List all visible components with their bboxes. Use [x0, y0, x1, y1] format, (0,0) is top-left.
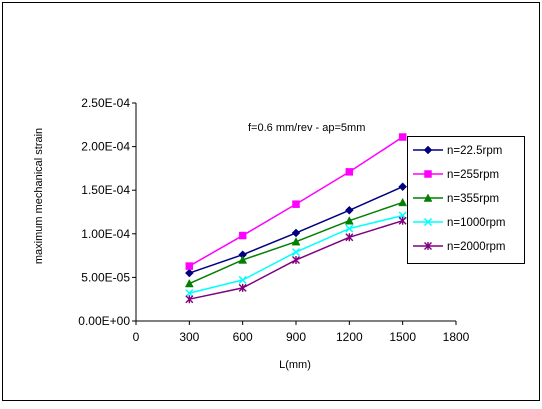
y-tick-label: 2.00E-04: [81, 140, 130, 154]
legend-marker: [424, 242, 432, 250]
data-point: [185, 262, 194, 270]
chart-annotation: f=0.6 mm/rev - ap=5mm: [248, 122, 365, 134]
legend-item: n=255rpm: [413, 169, 499, 181]
legend-marker: [423, 145, 433, 155]
y-tick-label: 2.50E-04: [81, 96, 130, 110]
y-tick-label: 1.00E-04: [81, 227, 130, 241]
data-point: [398, 197, 408, 207]
series-5: [185, 216, 407, 304]
data-point: [344, 216, 354, 225]
x-tick-label: 600: [233, 330, 253, 344]
data-point: [185, 295, 194, 304]
data-point: [184, 278, 194, 288]
legend: n=22.5rpm n=255rpm n=355rpm n=1000rpm n=2000…: [407, 136, 525, 264]
legend-label: n=1000rpm: [447, 217, 506, 229]
series-3: [184, 197, 408, 288]
data-point: [344, 205, 354, 215]
data-point: [238, 275, 247, 285]
plot-series: [184, 133, 408, 304]
data-point: [398, 133, 407, 141]
x-axis-label: L(mm): [279, 359, 311, 371]
legend-marker: [423, 193, 433, 202]
data-point: [345, 233, 354, 242]
y-axis-label: maximum mechanical strain: [33, 128, 45, 264]
data-point: [185, 289, 194, 298]
x-tick-label: 0: [133, 330, 140, 344]
x-tick-label: 1500: [389, 330, 416, 344]
legend-item: n=355rpm: [413, 193, 499, 205]
data-point: [291, 248, 301, 257]
y-tick-label: 1.50E-04: [81, 183, 130, 197]
data-point: [292, 255, 300, 264]
x-tick-label: 900: [286, 330, 306, 344]
series-1: [184, 182, 408, 278]
legend-label: n=2000rpm: [447, 241, 506, 253]
data-point: [238, 231, 247, 240]
data-point: [238, 255, 248, 264]
y-tick-label: 5.00E-05: [81, 270, 130, 284]
legend-label: n=355rpm: [447, 193, 499, 205]
data-point: [291, 228, 301, 238]
series-2: [185, 133, 407, 270]
data-point: [345, 224, 354, 233]
axes: 0.00E+00 5.00E-05 1.00E-04 1.50E-04 2.00E-04…: [78, 96, 469, 344]
data-point: [184, 268, 194, 278]
data-point: [398, 216, 407, 225]
legend-label: n=22.5rpm: [447, 145, 502, 157]
legend-label: n=255rpm: [447, 169, 499, 181]
data-point: [291, 237, 301, 246]
legend-marker: [424, 170, 432, 178]
legend-item: n=2000rpm: [413, 241, 506, 253]
x-tick-label: 1800: [443, 330, 470, 344]
x-tick-label: 300: [179, 330, 199, 344]
data-point: [238, 283, 247, 292]
data-point: [292, 200, 300, 208]
data-point: [345, 168, 354, 176]
x-tick-label: 1200: [336, 330, 363, 344]
y-tick-label: 0.00E+00: [78, 314, 130, 328]
data-point: [398, 182, 408, 192]
legend-item: n=1000rpm: [413, 217, 506, 229]
legend-marker: [423, 217, 433, 227]
legend-item: n=22.5rpm: [413, 145, 502, 157]
